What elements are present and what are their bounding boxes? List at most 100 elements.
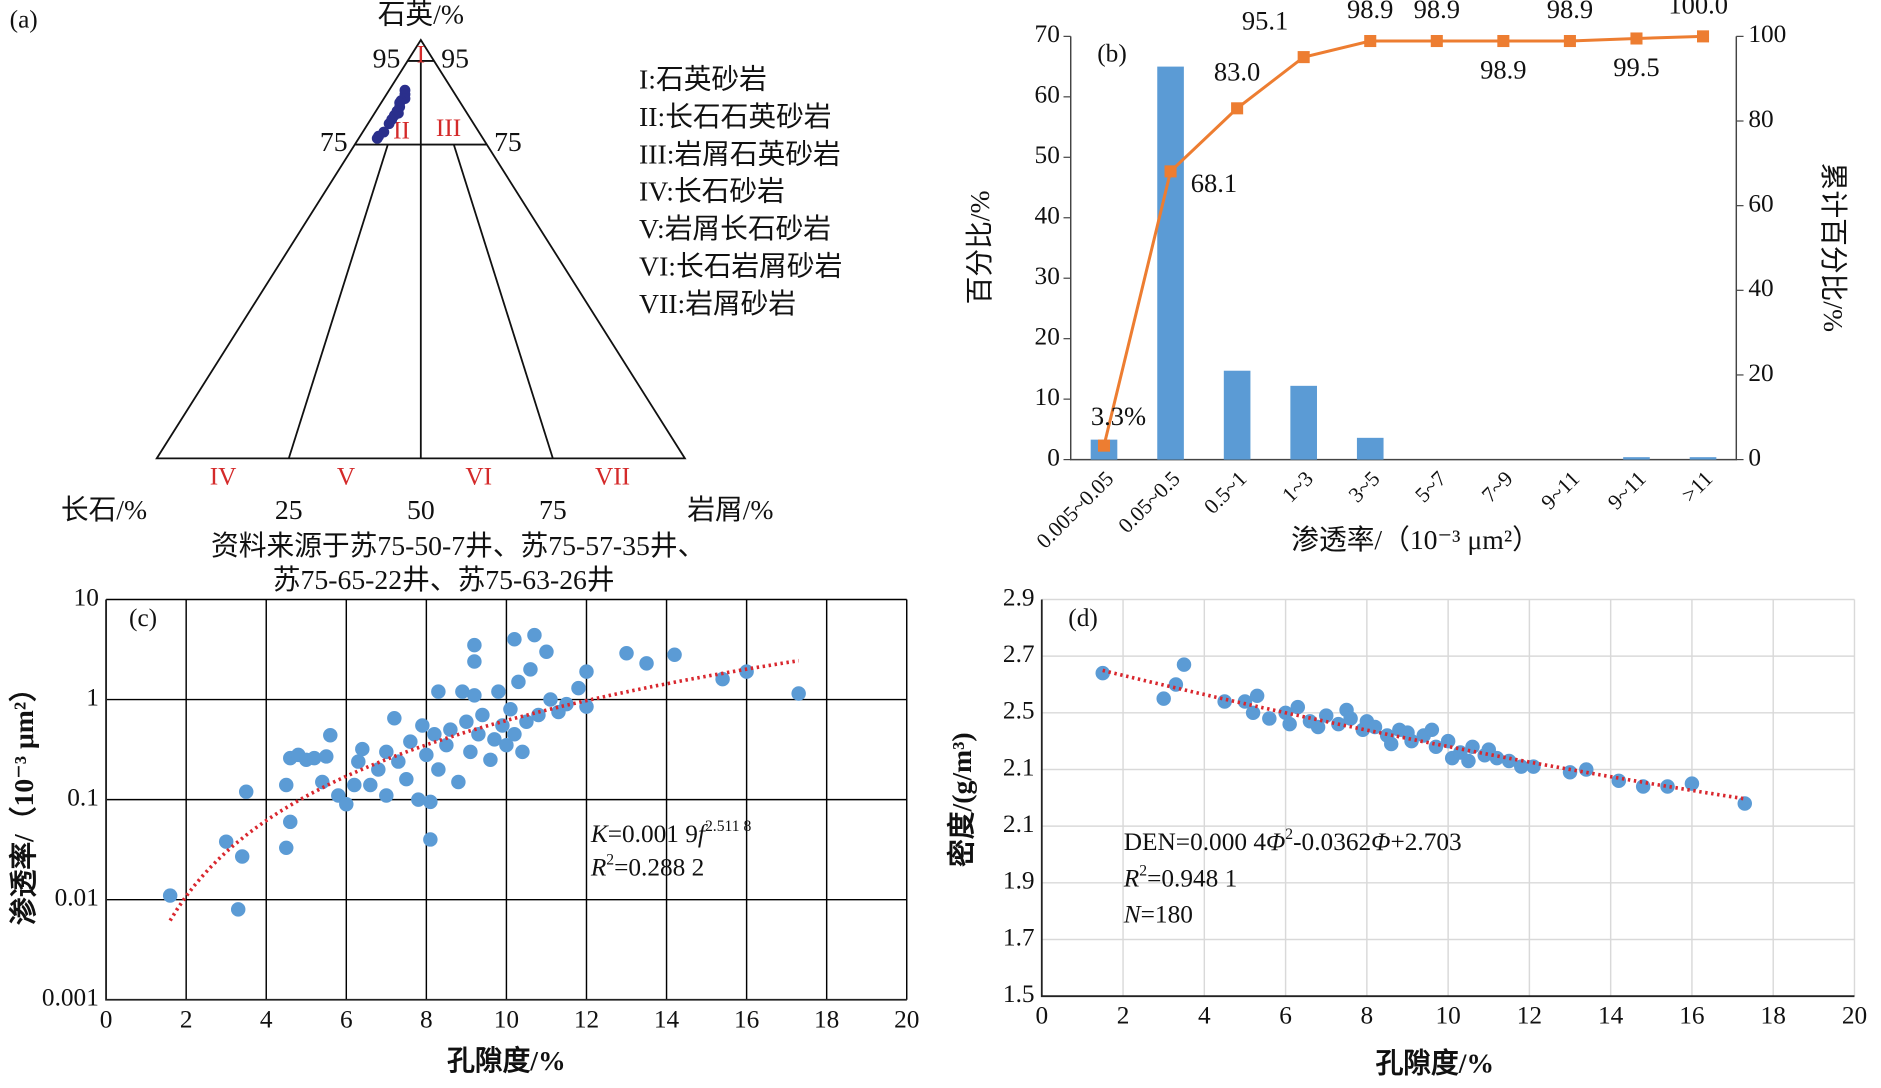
data-point	[1562, 765, 1578, 780]
data-point	[1514, 759, 1529, 774]
x-tick-label: 14	[1598, 1002, 1624, 1030]
right-tick-label: 95	[441, 42, 469, 73]
data-point	[499, 737, 514, 753]
data-point	[391, 754, 406, 769]
apex-label: 长石/%	[61, 494, 147, 525]
value-label: 98.9	[1414, 0, 1460, 24]
data-point	[387, 711, 402, 726]
x-tick-label: 0	[100, 1005, 113, 1033]
data-point	[503, 702, 518, 717]
line-marker	[1563, 34, 1576, 48]
x-tick-label: 2	[180, 1005, 193, 1033]
x-axis-label: 孔隙度/%	[1376, 1047, 1495, 1078]
x-tick-label: 3~5	[1344, 467, 1385, 508]
y-tick-label: 20	[1035, 322, 1060, 350]
data-point	[527, 627, 542, 643]
y-tick-label: 30	[1035, 262, 1060, 290]
panel-label: (c)	[129, 604, 157, 632]
x-tick-label: 16	[734, 1005, 759, 1033]
line-marker	[1297, 51, 1310, 64]
data-point	[619, 646, 634, 661]
bottom-tick-label: 75	[539, 494, 567, 525]
annotation-run: N	[1123, 900, 1143, 928]
data-point	[523, 662, 538, 677]
y-tick-label: 2.7	[1003, 640, 1035, 668]
x-tick-label: >11	[1677, 467, 1717, 507]
y-tick-label: 10	[1035, 383, 1060, 411]
cumulative-line	[1102, 34, 1704, 446]
annotation: K=0.001 9f2.511 8	[590, 818, 752, 848]
x-tick-label: 12	[1517, 1002, 1542, 1030]
data-point	[543, 692, 558, 707]
y-tick-label: 0.001	[42, 984, 99, 1012]
data-point	[1310, 719, 1326, 735]
y-tick-label: 2.9	[1003, 583, 1035, 611]
data-point	[1660, 779, 1675, 794]
x-tick-label: 0.05~0.5	[1114, 467, 1185, 538]
x-tick-label: 8	[420, 1005, 433, 1033]
data-point	[423, 794, 438, 810]
annotation-run: K	[590, 820, 609, 848]
data-point	[467, 654, 482, 669]
value-label: 68.1	[1191, 168, 1237, 198]
x-tick-label: 10	[1435, 1002, 1460, 1030]
annotation-run: +2.703	[1390, 828, 1461, 856]
data-point	[162, 888, 178, 903]
sample-point	[371, 132, 383, 144]
y2-tick-label: 0	[1748, 443, 1761, 471]
data-point	[279, 777, 294, 793]
y2-tick-label: 80	[1748, 105, 1773, 133]
x-tick-label: 20	[894, 1005, 919, 1033]
x-tick-label: 18	[814, 1005, 839, 1033]
x-axis-label: 孔隙度/%	[447, 1045, 566, 1076]
x-tick-label: 0.5~1	[1199, 467, 1251, 519]
data-point	[363, 777, 378, 793]
value-label: 83.0	[1214, 57, 1260, 87]
data-point	[495, 718, 510, 733]
data-point	[1245, 705, 1261, 721]
trendline	[1102, 668, 1746, 801]
data-point	[1237, 694, 1253, 709]
y-axis-label: 密度/(g/m³)	[946, 732, 977, 867]
axes	[1040, 599, 1855, 998]
line-marker	[1630, 32, 1643, 45]
data-point	[238, 784, 254, 799]
axes	[1069, 36, 1738, 461]
value-label: 98.9	[1480, 54, 1526, 84]
data-point	[1217, 694, 1232, 709]
data-point	[419, 747, 434, 763]
data-point	[507, 727, 522, 742]
y-axis-label: 渗透率/（10⁻³ μm²）	[8, 674, 39, 925]
bar	[1223, 370, 1251, 460]
y2-tick-label: 60	[1748, 189, 1773, 217]
legend-entry: VI:长石岩屑砂岩	[639, 250, 842, 281]
data-point	[1404, 733, 1419, 749]
x-tick-label: 9~11	[1536, 467, 1584, 515]
data-point	[423, 832, 438, 847]
y-axis-label: 百分比/%	[964, 190, 995, 304]
annotation-run: R	[1123, 864, 1140, 892]
data-point	[427, 727, 442, 742]
region-label: V	[337, 463, 355, 491]
y-tick-label: 10	[74, 583, 99, 611]
y-tick-label: 0.01	[55, 884, 99, 912]
x-axis-label: 渗透率/（10⁻³ μm²）	[1291, 524, 1540, 555]
y-tick-label: 1.9	[1003, 867, 1035, 895]
data-point	[355, 741, 370, 757]
y2-tick-label: 20	[1748, 359, 1773, 387]
data-point	[439, 737, 454, 753]
region-label: I	[417, 41, 425, 69]
y-tick-label: 60	[1035, 81, 1060, 109]
data-point	[1526, 759, 1541, 774]
data-point	[539, 644, 554, 660]
x-tick-label: 6	[1279, 1002, 1292, 1030]
data-point	[1249, 688, 1265, 704]
region-label: IV	[210, 463, 237, 491]
data-point	[1611, 773, 1627, 789]
legend-entry: II:长石石英砂岩	[639, 101, 831, 132]
y-tick-label: 0.1	[67, 783, 99, 811]
data-point	[347, 777, 362, 793]
data-point	[579, 699, 594, 714]
legend-entry: IV:长石砂岩	[639, 176, 785, 207]
